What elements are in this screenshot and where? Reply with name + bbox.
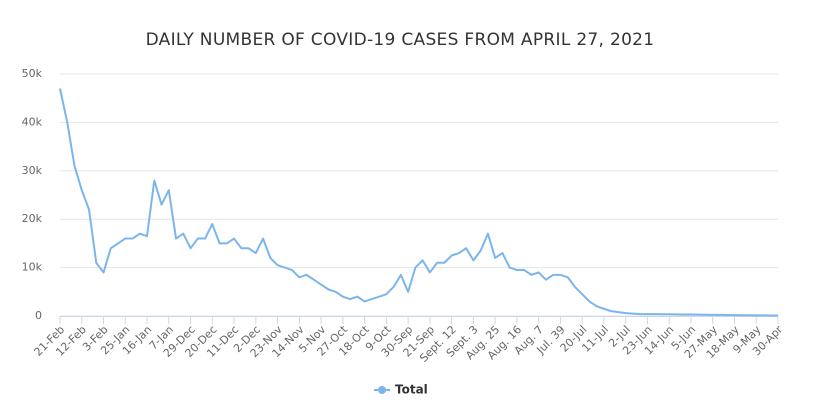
legend-label: Total — [395, 383, 428, 397]
y-tick-label: 50k — [22, 67, 43, 80]
y-tick-label: 20k — [22, 212, 43, 225]
y-tick-label: 40k — [22, 115, 43, 128]
y-tick-label: 10k — [22, 261, 43, 274]
legend-item[interactable]: Total — [374, 383, 428, 397]
y-tick-label: 30k — [22, 164, 43, 177]
chart-title: DAILY NUMBER OF COVID-19 CASES FROM APRI… — [146, 30, 655, 50]
y-tick-label: 0 — [35, 309, 42, 322]
data-line — [59, 88, 779, 317]
legend-symbol-marker — [378, 386, 386, 394]
